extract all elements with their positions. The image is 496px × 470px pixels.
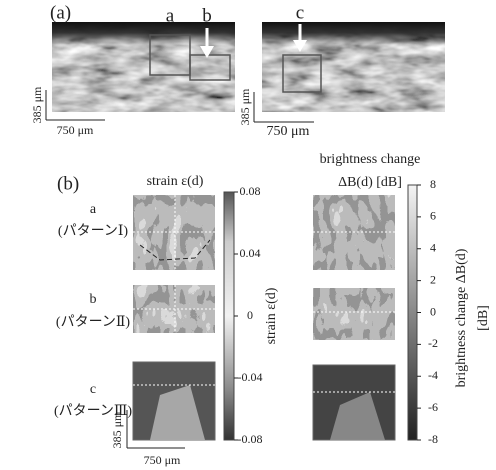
colorbar-tick-label: 2 (430, 272, 436, 286)
colorbar-label: [dB] (476, 305, 491, 331)
oct-image-right (262, 22, 445, 112)
colorbar-tick-label: 8 (430, 177, 436, 191)
colorbar-tick-label: 6 (430, 209, 436, 223)
colorbar-tick-label: 0 (247, 308, 253, 322)
row-pattern: (パターンⅡ) (56, 314, 130, 330)
scale-label: 385 μm (238, 88, 252, 125)
row-name: a (90, 202, 97, 217)
colorbar-tick-label: -8 (428, 432, 438, 446)
row-name: b (90, 292, 97, 307)
marker: b (202, 5, 212, 26)
column-title: brightness change (320, 152, 421, 167)
strain-maps (133, 195, 215, 440)
figure: (a) a b c 385 μm 750 μm 385 μm 750 μm (b… (0, 0, 496, 470)
brightness-colorbar (408, 185, 417, 440)
panel-label: (b) (57, 173, 79, 194)
colorbar-tick-label: 0.04 (240, 246, 261, 260)
strain-colorbar (224, 192, 234, 440)
column-title: ΔB(d) [dB] (338, 175, 402, 190)
page: (a) a b c 385 μm 750 μm 385 μm 750 μm (b… (0, 0, 496, 470)
scale-label: 750 μm (267, 124, 310, 139)
scale-label: 385 μm (30, 86, 44, 123)
column-title: strain ε(d) (147, 174, 204, 189)
marker: c (296, 2, 304, 23)
colorbar-tick-label: 4 (430, 241, 436, 255)
brightness-maps (313, 195, 395, 440)
colorbar-label: strain ε(d) (264, 287, 279, 344)
colorbar-tick-label: -0.08 (238, 432, 263, 446)
colorbar-tick-label: -0.04 (238, 370, 263, 384)
panel-label: (a) (50, 2, 71, 23)
marker: a (166, 5, 175, 26)
scale-label: 750 μm (144, 453, 181, 467)
row-pattern: (パターンⅢ) (54, 403, 132, 419)
colorbar-tick-label: -6 (428, 400, 438, 414)
colorbar-tick-label: 0.08 (240, 184, 261, 198)
row-name: c (90, 382, 96, 397)
scale-label: 750 μm (57, 123, 94, 137)
colorbar-tick-label: -4 (428, 368, 438, 382)
oct-image-left (52, 22, 235, 112)
colorbar-tick-label: -2 (428, 336, 438, 350)
row-pattern: (パターンⅠ) (58, 223, 128, 239)
colorbar-tick-label: 0 (430, 304, 436, 318)
colorbar-label: brightness change ΔB(d) (454, 248, 469, 387)
